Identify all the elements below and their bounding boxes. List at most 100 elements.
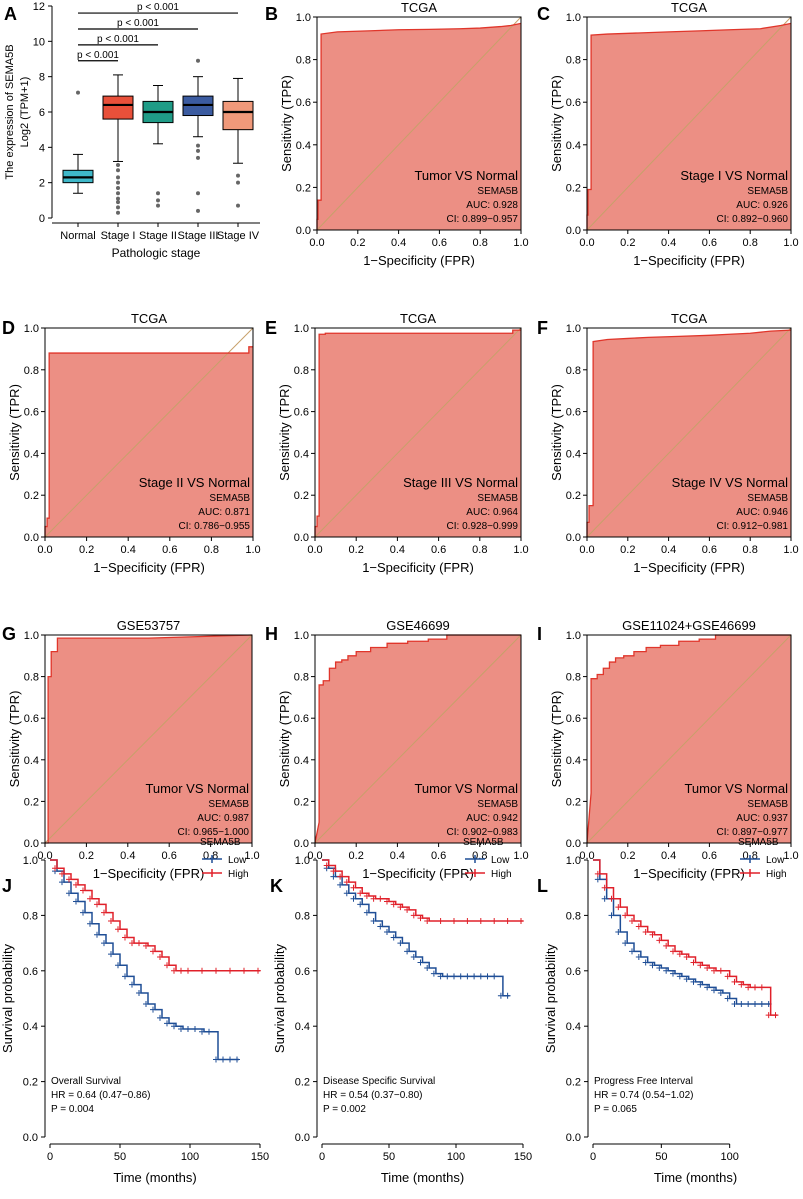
censor-mark xyxy=(52,865,58,872)
x-tick-label: 0.2 xyxy=(79,850,94,862)
outlier-point xyxy=(116,180,120,185)
censor-mark xyxy=(451,973,457,980)
x-axis-label: 1−Specificity (FPR) xyxy=(633,560,745,575)
y-tick-label: 0 xyxy=(39,213,45,225)
outlier-point xyxy=(196,143,200,148)
censor-mark xyxy=(670,970,676,977)
hr-label: HR = 0.64 (0.47−0.86) xyxy=(51,1090,151,1101)
outlier-point xyxy=(116,163,120,167)
comparison-label: Tumor VS Normal xyxy=(414,168,518,183)
p-value-label: P = 0.004 xyxy=(51,1104,94,1115)
x-tick-label: 0.8 xyxy=(472,544,487,556)
censor-mark xyxy=(101,909,107,916)
censor-mark xyxy=(150,948,156,955)
censor-mark xyxy=(94,931,100,938)
x-tick-label: 150 xyxy=(514,1151,532,1163)
censor-mark xyxy=(255,967,261,974)
censor-mark xyxy=(656,937,663,944)
censor-mark xyxy=(390,934,397,941)
panel-d-roc: D 0.00.0 0.2 0.2 0.4 0.4 0.6 0.6 0.8 0.8 1.0 1.0 TCG… xyxy=(2,311,261,575)
censor-mark xyxy=(157,1014,163,1021)
outlier-point xyxy=(116,185,120,190)
auc-label: AUC: 0.942 xyxy=(466,813,518,824)
censor-mark xyxy=(199,1028,205,1035)
x-tick-label: 0.4 xyxy=(661,544,676,556)
censor-mark xyxy=(185,1025,191,1032)
censor-mark xyxy=(108,917,114,924)
roc-curve xyxy=(314,329,521,537)
p-value-label: P = 0.065 xyxy=(594,1104,637,1115)
censor-mark xyxy=(656,965,663,972)
censor-mark xyxy=(213,1056,219,1063)
censor-mark xyxy=(697,962,704,969)
censor-mark xyxy=(350,884,357,891)
x-tick-label: 0.6 xyxy=(702,850,717,862)
censor-mark xyxy=(66,890,72,897)
panel-i-roc: I0.00.00.20.20.40.40.60.60.80.81.01.0GSE… xyxy=(537,618,799,881)
y-tick-label: 0.6 xyxy=(24,407,39,419)
censor-mark xyxy=(370,895,377,902)
censor-mark xyxy=(129,981,135,988)
box-stage-iii xyxy=(182,58,214,213)
censor-mark xyxy=(363,909,370,916)
p-value-label: P = 0.002 xyxy=(323,1104,366,1115)
significance-label: p < 0.001 xyxy=(117,18,159,29)
censor-mark xyxy=(59,870,65,877)
y-tick-label: 0.2 xyxy=(566,1077,581,1089)
y-tick-label: 0.0 xyxy=(295,1132,310,1144)
auc-label: AUC: 0.937 xyxy=(736,813,788,824)
ci-label: CI: 0.928−0.999 xyxy=(447,521,519,532)
y-tick-label: 0.0 xyxy=(566,838,581,850)
y-tick-label: 0.0 xyxy=(566,532,581,544)
chance-diagonal xyxy=(586,16,792,231)
x-tick-label: 0.2 xyxy=(349,544,364,556)
y-tick-label: 0.0 xyxy=(294,838,309,850)
censor-mark xyxy=(357,901,364,908)
y-tick-label: 0.6 xyxy=(566,713,581,725)
x-axis-label: 1−Specificity (FPR) xyxy=(93,866,205,881)
auc-label: AUC: 0.871 xyxy=(198,507,250,518)
censor-mark xyxy=(504,992,511,999)
censor-mark xyxy=(357,890,364,897)
y-tick-label: 1.0 xyxy=(24,323,39,335)
censor-mark xyxy=(724,973,731,980)
gene-label: SEMA5B xyxy=(208,799,249,810)
box-stage-iv xyxy=(222,77,254,208)
ci-label: CI: 0.897−0.977 xyxy=(717,827,789,838)
censor-mark xyxy=(676,973,683,980)
x-tick-label: 0.0 xyxy=(579,237,594,249)
censor-mark xyxy=(752,984,758,991)
censor-mark xyxy=(731,1001,738,1008)
y-tick-label: 0.4 xyxy=(566,448,581,460)
y-tick-label: 0.4 xyxy=(566,755,581,767)
y-tick-label: 0.2 xyxy=(566,796,581,808)
x-tick-label: 1.0 xyxy=(245,544,260,556)
plot-frame xyxy=(316,16,522,231)
censor-mark xyxy=(404,948,411,955)
y-axis-label: Survival probability xyxy=(0,943,15,1053)
x-tick-label: 100 xyxy=(720,1151,738,1163)
legend-title: SEMA5B xyxy=(200,837,241,848)
censor-mark xyxy=(343,879,350,886)
y-tick-label: 0.0 xyxy=(566,225,581,237)
y-tick-label: 0.8 xyxy=(566,55,581,67)
x-tick-label: 0.4 xyxy=(120,850,135,862)
censor-mark xyxy=(129,940,135,947)
censor-mark xyxy=(178,967,184,974)
y-tick-label: 0.6 xyxy=(295,966,310,978)
censor-mark xyxy=(663,942,670,949)
y-tick-label: 0.2 xyxy=(294,490,309,502)
y-axis-label-2: Log2 (TPM+1) xyxy=(19,77,31,148)
auc-label: AUC: 0.926 xyxy=(736,200,788,211)
censor-mark xyxy=(220,1056,226,1063)
censor-mark xyxy=(642,959,649,966)
panel-b-roc: B 0.00.0 0.2 0.2 0.4 0.4 0.6 0.6 0.8 0.8 1.0 1.0 TCG… xyxy=(265,0,529,268)
y-tick-label: 1.0 xyxy=(566,630,581,642)
plot-frame xyxy=(44,327,254,538)
y-tick-label: 1.0 xyxy=(294,630,309,642)
panel-g-roc: G 0.00.0 0.2 0.2 0.4 0.4 0.6 0.6 0.8 0.8 1.0 1.0 GSE… xyxy=(2,618,260,881)
censor-mark xyxy=(157,953,163,960)
chart-title: TCGA xyxy=(400,311,436,326)
censor-mark xyxy=(337,881,344,888)
